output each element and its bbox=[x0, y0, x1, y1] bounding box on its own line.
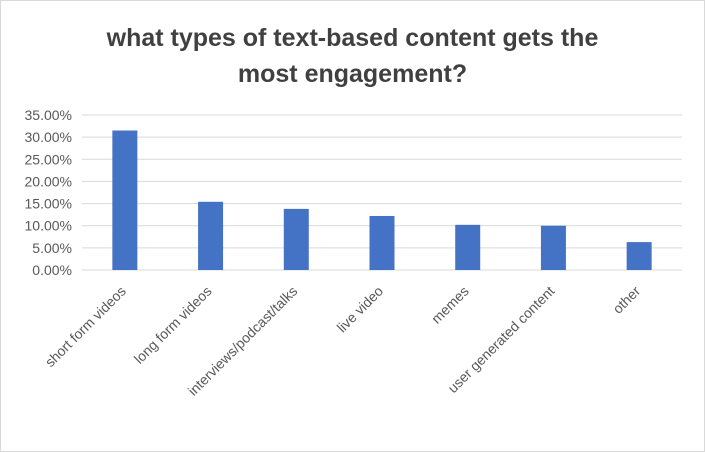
bars bbox=[112, 130, 652, 270]
y-tick-label: 5.00% bbox=[32, 240, 72, 256]
y-tick-label: 0.00% bbox=[32, 262, 72, 278]
bar-short-form-videos bbox=[112, 130, 138, 270]
x-category-label: memes bbox=[428, 283, 472, 327]
bar-other bbox=[626, 242, 652, 270]
x-category-label: live video bbox=[334, 283, 387, 336]
y-tick-label: 25.00% bbox=[25, 151, 72, 167]
y-tick-label: 30.00% bbox=[25, 129, 72, 145]
bar-interviews-podcast-talks bbox=[283, 208, 309, 270]
bar-user-generated-content bbox=[540, 225, 566, 270]
y-tick-label: 15.00% bbox=[25, 196, 72, 212]
bar-long-form-videos bbox=[198, 201, 224, 270]
x-category-label: short form videos bbox=[42, 283, 129, 370]
x-axis-category-labels: short form videos long form videosintervi… bbox=[42, 283, 644, 399]
y-tick-label: 10.00% bbox=[25, 218, 72, 234]
x-category-label: other bbox=[609, 283, 643, 317]
bar-memes bbox=[455, 224, 481, 270]
chart-title: what types of text-based content gets th… bbox=[106, 24, 599, 88]
bar-live-video bbox=[369, 215, 395, 270]
x-category-label: long form videos bbox=[131, 283, 215, 367]
y-tick-label: 35.00% bbox=[25, 107, 72, 123]
y-axis-tick-labels: 0.00% 5.00% 10.00% 15.00% 20.00% 25.00% 30.00%… bbox=[25, 107, 72, 278]
y-tick-label: 20.00% bbox=[25, 173, 72, 189]
